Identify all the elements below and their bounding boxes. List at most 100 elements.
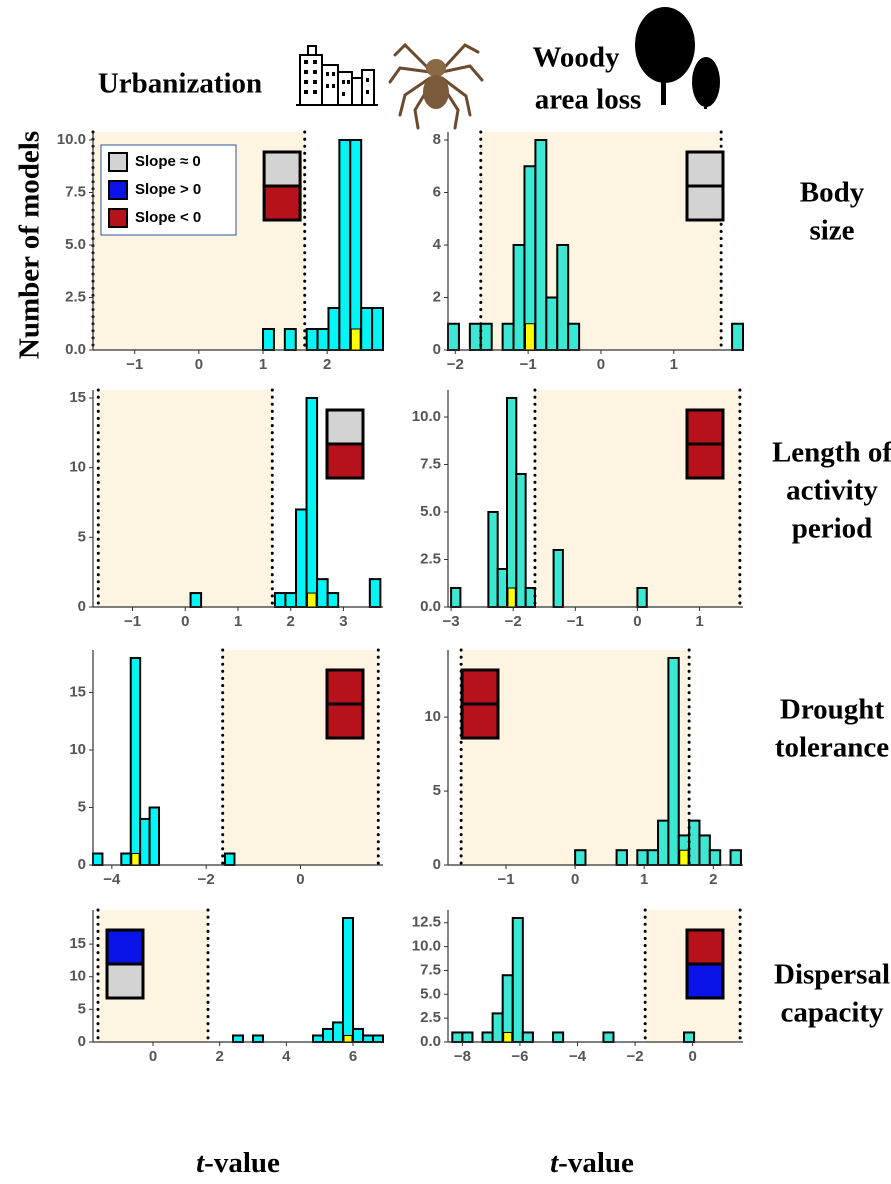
- row-label: Dispersal: [774, 959, 890, 991]
- slope-box: [325, 408, 365, 446]
- highlight-bar: [507, 587, 516, 608]
- bar: [332, 1021, 344, 1044]
- x-tick-label: −1: [520, 356, 537, 373]
- row-label: Body: [800, 177, 865, 209]
- y-tick-label: 5: [78, 1000, 86, 1017]
- y-tick-label: 2: [433, 288, 441, 305]
- bar: [515, 473, 527, 608]
- row-label: Length of: [772, 437, 891, 469]
- bar: [360, 307, 374, 351]
- bar: [491, 1012, 504, 1044]
- y-tick-label: 0: [433, 856, 441, 873]
- bar: [189, 592, 203, 608]
- row-label: size: [809, 215, 854, 247]
- bar: [567, 322, 581, 351]
- y-tick-label: 10: [69, 741, 86, 758]
- bar: [349, 139, 363, 351]
- x-tick-label: −2: [627, 1048, 644, 1065]
- bar: [511, 917, 524, 1043]
- bar: [667, 657, 680, 866]
- x-axis-title-part: t: [550, 1147, 559, 1179]
- legend-swatch: [108, 152, 128, 172]
- x-tick-label: 0: [633, 613, 641, 630]
- x-tick-label: 1: [640, 871, 648, 888]
- x-tick-label: −1: [126, 356, 143, 373]
- x-tick-label: 0: [688, 1048, 696, 1065]
- tree-icon: [635, 7, 720, 109]
- y-tick-label: 5: [78, 798, 86, 815]
- x-tick-label: −1: [567, 613, 584, 630]
- bar: [451, 1031, 464, 1044]
- bar: [636, 587, 648, 608]
- x-tick-label: −1: [497, 871, 514, 888]
- bar: [698, 834, 711, 867]
- bar: [487, 511, 499, 608]
- row-label: period: [792, 513, 873, 545]
- bar: [305, 328, 319, 351]
- y-tick-label: 0.0: [420, 598, 441, 615]
- x-tick-label: 0: [195, 356, 203, 373]
- y-tick-label: 15: [69, 935, 86, 952]
- bar: [362, 1034, 374, 1043]
- x-tick-label: 2: [323, 356, 331, 373]
- bar: [574, 849, 587, 867]
- row-label: activity: [786, 475, 878, 507]
- bar: [273, 592, 287, 608]
- bar: [552, 1031, 565, 1044]
- x-tick-label: 1: [259, 356, 267, 373]
- bar: [479, 322, 493, 351]
- bar: [708, 849, 722, 867]
- y-tick-label: 10: [69, 459, 86, 476]
- bar: [468, 322, 482, 351]
- bar: [534, 139, 548, 351]
- bar: [501, 322, 515, 351]
- x-axis-title-part: -value: [558, 1147, 634, 1179]
- legend-swatch: [108, 180, 128, 200]
- slope-box: [460, 702, 500, 740]
- x-axis-title: t-value: [196, 1147, 280, 1179]
- slope-box: [460, 668, 500, 706]
- bar: [556, 244, 570, 351]
- bar: [646, 849, 660, 867]
- bar: [224, 852, 236, 866]
- highlight-bar: [307, 592, 317, 608]
- y-tick-label: 0.0: [420, 1033, 441, 1050]
- x-tick-label: 0: [181, 613, 189, 630]
- bar: [342, 917, 354, 1043]
- bar: [371, 307, 385, 351]
- bar: [284, 592, 298, 608]
- y-tick-label: 5.0: [420, 503, 441, 520]
- bar: [295, 508, 308, 609]
- highlight-bar: [343, 1034, 353, 1043]
- bar: [450, 587, 462, 608]
- bar: [545, 296, 559, 351]
- column-title: Woody: [532, 42, 620, 74]
- bar: [368, 578, 382, 609]
- y-tick-label: 0.0: [65, 341, 86, 358]
- bar: [683, 1031, 696, 1044]
- x-tick-label: 4: [282, 1048, 291, 1065]
- slope-box: [105, 928, 145, 966]
- y-tick-label: 10: [424, 708, 441, 725]
- bar: [232, 1034, 244, 1043]
- bar: [312, 1034, 324, 1043]
- x-tick-label: −3: [443, 613, 460, 630]
- bar: [521, 1031, 534, 1044]
- slope-box: [685, 150, 725, 188]
- bar: [512, 244, 526, 351]
- highlight-bar: [131, 853, 140, 866]
- bar: [92, 852, 104, 866]
- y-tick-label: 15: [69, 389, 86, 406]
- bar: [636, 849, 649, 867]
- spider-icon: [388, 42, 484, 130]
- slope-box: [685, 962, 725, 1000]
- bar: [447, 322, 460, 351]
- y-tick-label: 5: [433, 782, 441, 799]
- slope-box: [105, 962, 145, 1000]
- x-tick-label: 3: [339, 613, 347, 630]
- y-tick-label: 5.0: [65, 236, 86, 253]
- x-tick-label: −2: [505, 613, 522, 630]
- bar: [262, 328, 275, 351]
- slope-box: [325, 668, 365, 706]
- city-icon: [296, 45, 378, 106]
